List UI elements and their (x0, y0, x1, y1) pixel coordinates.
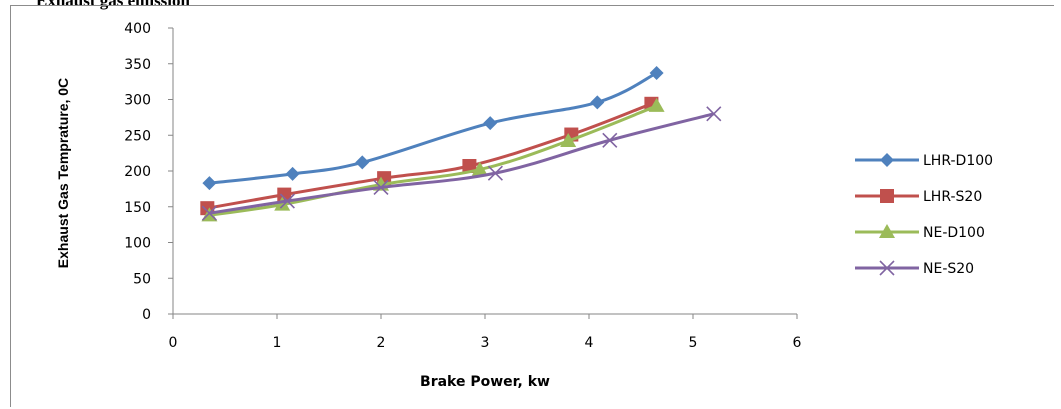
data-point (201, 205, 217, 221)
legend-label: LHR-S20 (923, 189, 982, 205)
x-tick-label: 1 (273, 335, 282, 351)
x-tick-label: 0 (169, 335, 178, 351)
legend-marker (879, 224, 895, 238)
chart-legend: LHR-D100 LHR-S20 NE-D100 NE-S20 (855, 153, 993, 277)
series-line (207, 102, 652, 210)
chart-frame (10, 5, 1054, 407)
data-point (590, 95, 605, 110)
data-point (279, 193, 295, 209)
chart-axes: 0 50 100 150 200 250 300 350 400 0 1 2 3 4 5 6 (124, 21, 801, 351)
data-point (285, 166, 300, 181)
y-tick-label: 350 (124, 57, 151, 73)
legend-label: NE-D100 (923, 225, 985, 241)
series-line (209, 104, 658, 217)
legend-item: LHR-D100 (855, 153, 993, 169)
y-tick-label: 150 (124, 200, 151, 216)
y-tick-label: 200 (124, 164, 151, 180)
x-tick-label: 5 (689, 335, 698, 351)
chart-series (200, 66, 722, 222)
data-point (277, 187, 292, 202)
legend-label: LHR-D100 (923, 153, 993, 169)
x-tick-label: 4 (585, 335, 594, 351)
series-ne-d100 (201, 97, 665, 222)
series-lhr-s20 (200, 96, 659, 216)
y-tick-label: 50 (133, 271, 151, 287)
data-point (373, 179, 389, 196)
data-point (602, 132, 618, 148)
x-axis-label: Brake Power, kw (420, 374, 550, 390)
x-tick-label: 2 (377, 335, 386, 351)
data-point (274, 196, 291, 211)
y-axis-label: Exhaust Gas Temprature, 0C (55, 78, 71, 268)
x-tick-label: 3 (481, 335, 490, 351)
y-tick-label: 100 (124, 236, 151, 252)
data-point (649, 66, 664, 81)
data-point (471, 161, 488, 176)
legend-marker (880, 153, 894, 167)
data-point (560, 132, 577, 147)
data-point (202, 176, 217, 191)
legend-label: NE-S20 (923, 261, 974, 277)
y-tick-label: 400 (124, 21, 151, 37)
data-point (483, 116, 498, 131)
data-point (648, 97, 665, 112)
y-tick-label: 0 (142, 307, 151, 323)
legend-marker (879, 260, 895, 276)
data-point (706, 106, 722, 122)
series-ne-s20 (201, 106, 722, 221)
y-tick-label: 300 (124, 93, 151, 109)
y-tick-label: 250 (124, 128, 151, 144)
legend-item: NE-S20 (855, 260, 974, 277)
series-lhr-d100 (202, 66, 664, 191)
legend-marker (880, 189, 894, 203)
data-point (355, 155, 370, 170)
legend-item: NE-D100 (855, 224, 985, 241)
legend-item: LHR-S20 (855, 189, 982, 205)
data-point (462, 158, 477, 173)
data-point (487, 165, 503, 181)
x-tick-label: 6 (793, 335, 802, 351)
